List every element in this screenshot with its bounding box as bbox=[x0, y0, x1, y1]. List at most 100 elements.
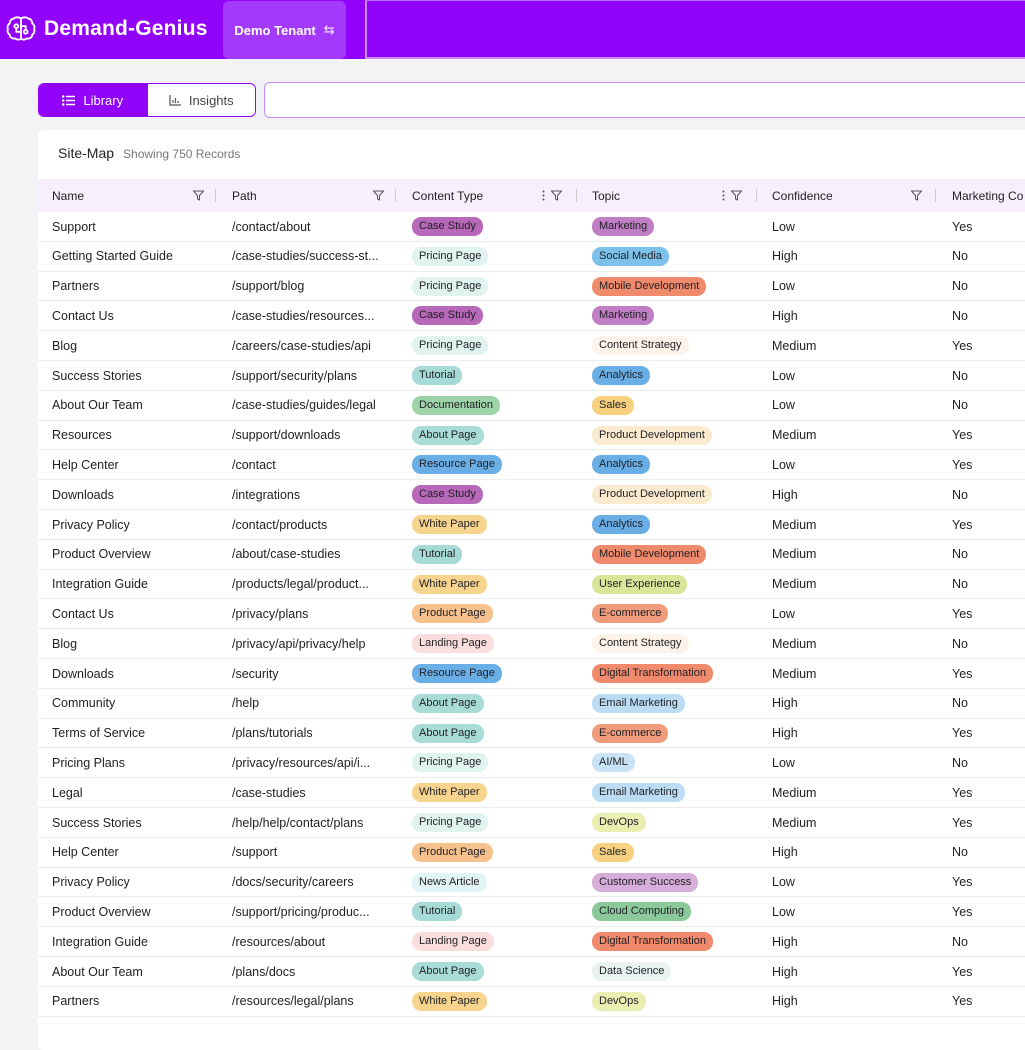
column-label: Content Type bbox=[412, 188, 484, 203]
card-header: Site-Map Showing 750 Records bbox=[58, 145, 240, 161]
table-row[interactable]: Terms of Service/plans/tutorials About Pa… bbox=[38, 719, 1025, 749]
column-separator[interactable] bbox=[576, 189, 577, 202]
cell-topic: Analytics bbox=[592, 361, 752, 390]
search-input[interactable] bbox=[264, 82, 1025, 118]
site-map-card: Site-Map Showing 750 Records Name Path C… bbox=[38, 130, 1025, 1050]
filter-icon[interactable] bbox=[911, 190, 922, 201]
cell-path-text: /support/pricing/produc... bbox=[232, 904, 370, 919]
tab-library[interactable]: Library bbox=[39, 84, 147, 116]
topic-badge: Digital Transformation bbox=[592, 664, 713, 683]
topic-badge: Social Media bbox=[592, 246, 669, 266]
table-row[interactable]: Success Stories/help/help/contact/plans P… bbox=[38, 808, 1025, 838]
cell-topic: Data Science bbox=[592, 957, 752, 986]
cell-path: /case-studies/guides/legal bbox=[232, 391, 392, 420]
column-menu-icon[interactable] bbox=[542, 190, 545, 201]
cell-content-type: Pricing Page bbox=[412, 272, 572, 301]
column-header-content-type[interactable]: Content Type bbox=[412, 179, 562, 212]
column-header-confidence[interactable]: Confidence bbox=[772, 179, 922, 212]
cell-path: /help/help/contact/plans bbox=[232, 808, 392, 837]
cell-path-text: /case-studies/success-st... bbox=[232, 249, 379, 264]
cell-path-text: /security bbox=[232, 666, 279, 681]
table-row[interactable]: Product Overview/about/case-studies Tutor… bbox=[38, 540, 1025, 570]
topic-badge: Mobile Development bbox=[592, 276, 707, 296]
table-row[interactable]: Blog/careers/case-studies/api Pricing Pag… bbox=[38, 331, 1025, 361]
table-row[interactable]: Integration Guide/resources/about Landing… bbox=[38, 927, 1025, 957]
cell-confidence-text: High bbox=[772, 308, 798, 323]
table-row[interactable]: Downloads/security Resource Page Digital T… bbox=[38, 659, 1025, 689]
table-row[interactable]: About Our Team/plans/docs About Page Data … bbox=[38, 957, 1025, 987]
column-header-marketing[interactable]: Marketing Co bbox=[952, 179, 1025, 212]
cell-marketing: No bbox=[952, 301, 1025, 330]
column-header-topic[interactable]: Topic bbox=[592, 179, 742, 212]
table-row[interactable]: Pricing Plans/privacy/resources/api/i...… bbox=[38, 748, 1025, 779]
cell-confidence-text: Medium bbox=[772, 577, 817, 592]
table-row[interactable]: Resources/support/downloads About Page Pro… bbox=[38, 421, 1025, 451]
column-separator[interactable] bbox=[395, 189, 396, 202]
brand-logo[interactable]: Demand-Genius bbox=[6, 10, 208, 48]
tenant-switcher-button[interactable]: Demo Tenant ⇆ bbox=[223, 1, 346, 59]
content-type-badge: Case Study bbox=[412, 485, 483, 505]
cell-marketing-text: Yes bbox=[952, 666, 973, 681]
cell-name-text: Integration Guide bbox=[52, 577, 148, 592]
column-header-name[interactable]: Name bbox=[52, 179, 204, 212]
topic-badge: Content Strategy bbox=[592, 336, 689, 356]
table-row[interactable]: Contact Us/case-studies/resources... Case… bbox=[38, 301, 1025, 332]
table-row[interactable]: Product Overview/support/pricing/produc.… bbox=[38, 897, 1025, 928]
column-separator[interactable] bbox=[935, 189, 936, 202]
cell-confidence-text: High bbox=[772, 487, 798, 502]
column-menu-icon[interactable] bbox=[722, 190, 725, 201]
topic-badge: Sales bbox=[592, 842, 634, 862]
cell-name: Contact Us bbox=[52, 301, 214, 330]
table-row[interactable]: Integration Guide/products/legal/product… bbox=[38, 570, 1025, 600]
table-row[interactable]: Downloads/integrations Case Study Product … bbox=[38, 480, 1025, 510]
table-row[interactable]: Contact Us/privacy/plans Product Page E-co… bbox=[38, 599, 1025, 630]
table-row[interactable]: Support/contact/about Case Study Marketing… bbox=[38, 212, 1025, 242]
table-row[interactable]: Getting Started Guide/case-studies/succe… bbox=[38, 242, 1025, 272]
filter-icon[interactable] bbox=[193, 190, 204, 201]
cell-path: /privacy/resources/api/i... bbox=[232, 748, 392, 777]
topic-badge: Email Marketing bbox=[592, 783, 685, 803]
cell-marketing-text: No bbox=[952, 845, 968, 860]
cell-name: Pricing Plans bbox=[52, 748, 214, 777]
cell-confidence-text: Low bbox=[772, 279, 795, 294]
table-row[interactable]: Partners/resources/legal/plans White Pape… bbox=[38, 987, 1025, 1017]
filter-icon[interactable] bbox=[373, 190, 384, 201]
list-icon bbox=[62, 94, 76, 106]
table-row[interactable]: Blog/privacy/api/privacy/help Landing Pag… bbox=[38, 629, 1025, 659]
cell-marketing: Yes bbox=[952, 957, 1025, 986]
cell-marketing-text: Yes bbox=[952, 457, 973, 472]
table-row[interactable]: Success Stories/support/security/plans Tu… bbox=[38, 361, 1025, 391]
cell-marketing: Yes bbox=[952, 450, 1025, 479]
cell-path: /about/case-studies bbox=[232, 540, 392, 569]
column-header-path[interactable]: Path bbox=[232, 179, 384, 212]
cell-name-text: Terms of Service bbox=[52, 726, 146, 741]
content-type-badge: Product Page bbox=[412, 842, 493, 862]
cell-confidence: High bbox=[772, 927, 932, 956]
record-count: Showing 750 Records bbox=[123, 147, 241, 161]
cell-content-type: About Page bbox=[412, 719, 572, 748]
cell-name: Partners bbox=[52, 272, 214, 301]
topic-badge: Customer Success bbox=[592, 872, 699, 892]
table-row[interactable]: About Our Team/case-studies/guides/legal… bbox=[38, 391, 1025, 421]
cell-name: Terms of Service bbox=[52, 719, 214, 748]
table-row[interactable]: Community/help About Page Email Marketing H… bbox=[38, 689, 1025, 719]
column-separator[interactable] bbox=[756, 189, 757, 202]
cell-marketing: Yes bbox=[952, 421, 1025, 450]
column-separator[interactable] bbox=[215, 189, 216, 202]
cell-path-text: /support/security/plans bbox=[232, 368, 358, 383]
table-row[interactable]: Privacy Policy/docs/security/careers News… bbox=[38, 868, 1025, 898]
cell-confidence: Low bbox=[772, 868, 932, 897]
table-row[interactable]: Privacy Policy/contact/products White Pap… bbox=[38, 510, 1025, 540]
table-row[interactable]: Help Center/support Product Page Sales High… bbox=[38, 838, 1025, 868]
cell-name: Help Center bbox=[52, 838, 214, 867]
filter-icon[interactable] bbox=[551, 190, 562, 201]
header-right-area bbox=[365, 0, 1025, 59]
cell-marketing: No bbox=[952, 480, 1025, 509]
tab-insights[interactable]: Insights bbox=[146, 84, 256, 116]
table-row[interactable]: Legal/case-studies White Paper Email Marke… bbox=[38, 778, 1025, 808]
table-row[interactable]: Help Center/contact Resource Page Analytic… bbox=[38, 450, 1025, 481]
cell-confidence-text: Medium bbox=[772, 785, 817, 800]
cell-path-text: /contact/about bbox=[232, 219, 311, 234]
table-row[interactable]: Partners/support/blog Pricing Page Mobile … bbox=[38, 272, 1025, 302]
filter-icon[interactable] bbox=[731, 190, 742, 201]
